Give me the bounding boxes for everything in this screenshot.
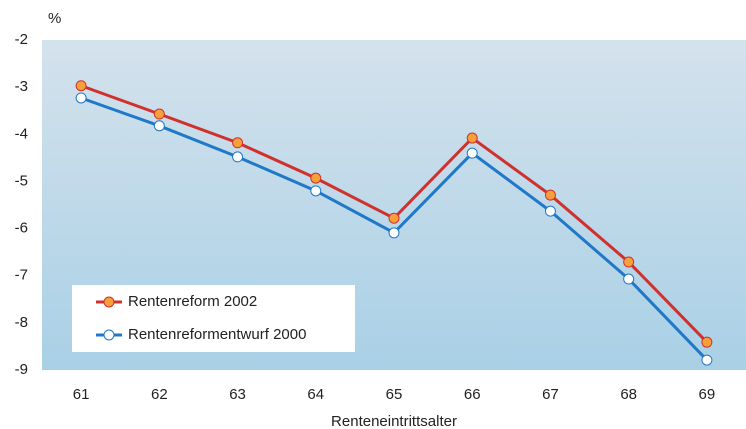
data-point (544, 189, 556, 201)
data-point (701, 354, 713, 366)
data-point (310, 185, 322, 197)
x-tick-label: 64 (307, 386, 324, 403)
y-tick-label: -5 (15, 172, 28, 189)
x-axis-label: Renteneintrittsalter (331, 413, 457, 429)
y-tick-label: -2 (15, 31, 28, 48)
y-tick-label: -4 (15, 125, 28, 142)
x-tick-label: 66 (464, 386, 481, 403)
x-tick-label: 63 (229, 386, 246, 403)
data-point (232, 151, 244, 163)
data-point (701, 336, 713, 348)
legend-label: Rentenreform 2002 (128, 293, 257, 310)
y-tick-label: -3 (15, 78, 28, 95)
y-axis-label: % (48, 10, 61, 27)
data-point (310, 172, 322, 184)
x-tick-label: 62 (151, 386, 168, 403)
data-point (466, 132, 478, 144)
legend-label: Rentenreformentwurf 2000 (128, 326, 306, 343)
x-tick-label: 65 (386, 386, 403, 403)
data-point (75, 92, 87, 104)
x-tick-label: 68 (620, 386, 637, 403)
data-point (544, 205, 556, 217)
data-point (153, 120, 165, 132)
data-point (466, 147, 478, 159)
y-tick-label: -8 (15, 314, 28, 331)
data-point (388, 227, 400, 239)
x-tick-label: 67 (542, 386, 559, 403)
data-point (623, 273, 635, 285)
data-point (232, 137, 244, 149)
legend-box (72, 285, 355, 352)
y-tick-label: -6 (15, 220, 28, 237)
legend-marker (103, 296, 115, 308)
x-tick-label: 69 (699, 386, 716, 403)
legend-marker (103, 329, 115, 341)
x-tick-label: 61 (73, 386, 90, 403)
data-point (623, 256, 635, 268)
data-point (153, 108, 165, 120)
data-point (75, 80, 87, 92)
y-tick-label: -7 (15, 267, 28, 284)
y-tick-label: -9 (15, 361, 28, 378)
data-point (388, 212, 400, 224)
